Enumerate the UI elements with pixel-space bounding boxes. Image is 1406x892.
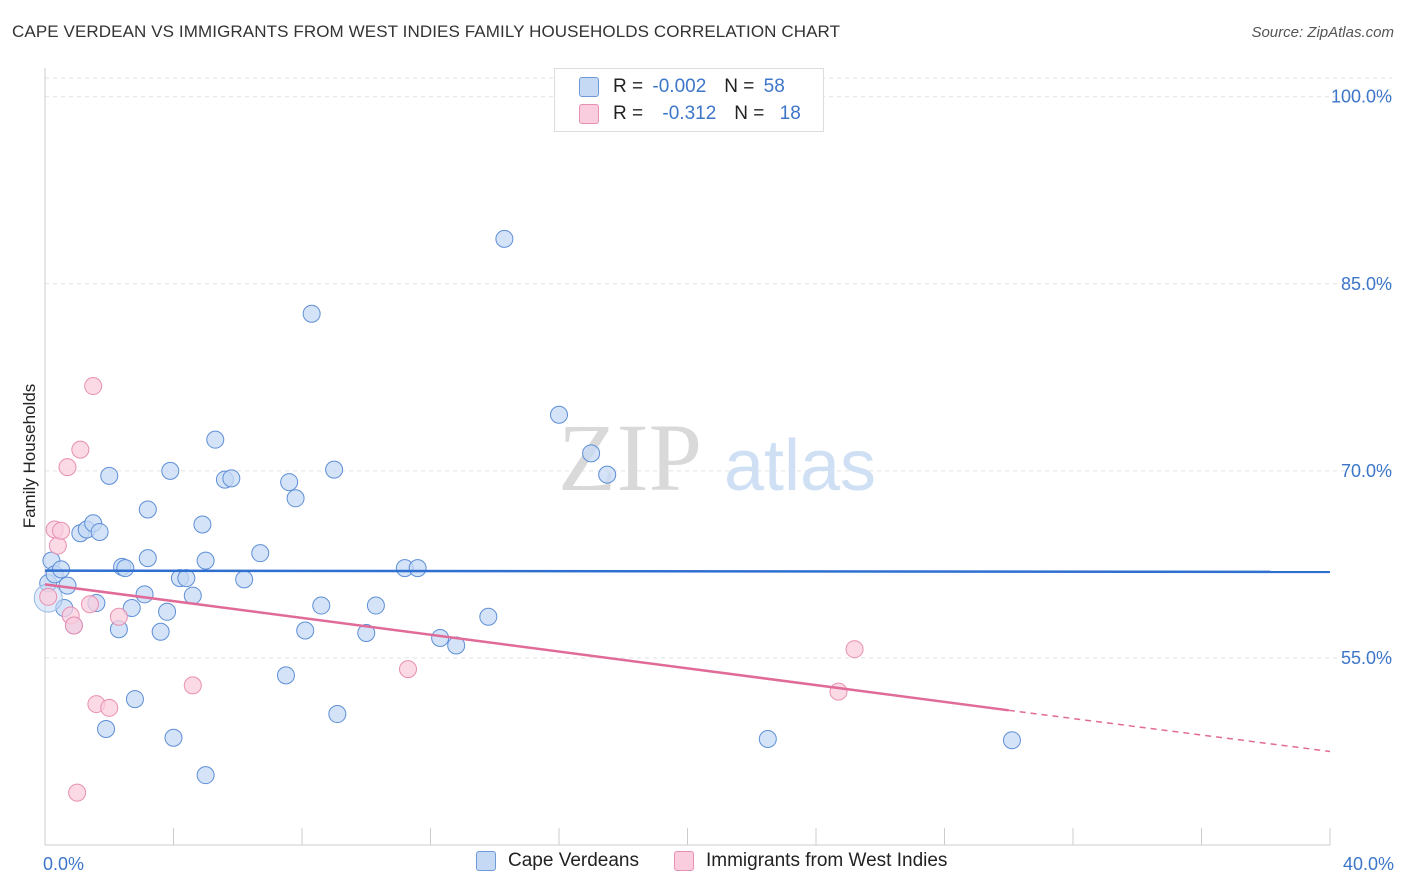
point-cape-verdean — [122, 599, 141, 618]
point-west-indies — [48, 536, 67, 555]
point-cape-verdean — [251, 544, 270, 563]
stats-legend: R = -0.002 N = 58 R = -0.312 N = 18 — [554, 68, 824, 132]
x-tick-label: 0.0% — [43, 854, 84, 874]
point-west-indies — [64, 616, 83, 635]
point-west-indies — [183, 676, 202, 695]
point-cape-verdean — [125, 690, 144, 709]
legend-n-label: N = — [724, 76, 755, 97]
point-cape-verdean — [550, 405, 568, 424]
point-cape-verdean — [161, 461, 180, 480]
point-cape-verdean — [138, 500, 157, 519]
legend-r-value: -0.312 — [662, 103, 717, 124]
point-west-indies — [829, 682, 848, 701]
legend-swatch-blue — [476, 851, 496, 871]
point-cape-verdean — [366, 596, 385, 615]
point-cape-verdean — [286, 489, 305, 508]
watermark-zip: ZIP — [558, 404, 702, 511]
point-cape-verdean — [280, 473, 299, 492]
trend-line-west-indies-extension — [1008, 709, 1331, 753]
trend-line-cape-verdeans — [44, 569, 1331, 574]
point-cape-verdean — [135, 585, 154, 604]
point-cape-verdean — [138, 549, 157, 568]
point-cape-verdean — [177, 569, 196, 588]
y-tick-label: 70.0% — [1341, 461, 1392, 481]
y-tick-label: 100.0% — [1331, 87, 1392, 107]
legend-n-value: 18 — [779, 103, 801, 124]
legend-label-west-indies: Immigrants from West Indies — [706, 850, 948, 871]
point-cape-verdean — [598, 465, 617, 484]
point-cape-verdean — [312, 596, 331, 615]
legend-row-cape-verdeans: R = -0.002 N = 58 — [555, 74, 785, 100]
y-tick-label: 55.0% — [1341, 648, 1392, 668]
point-cape-verdean — [408, 559, 427, 578]
point-cape-verdean — [1002, 731, 1021, 750]
point-cape-verdean — [357, 623, 376, 642]
legend-r-label: R = — [613, 76, 644, 97]
legend-label-cape-verdeans: Cape Verdeans — [508, 850, 639, 871]
point-west-indies — [52, 521, 71, 540]
point-cape-verdean — [222, 469, 241, 488]
point-west-indies — [71, 440, 90, 459]
series-cape-verdeans — [33, 229, 1021, 785]
point-cape-verdean — [495, 229, 514, 248]
legend-n-label: N = — [734, 103, 765, 124]
point-cape-verdean — [758, 729, 777, 748]
point-west-indies — [845, 640, 864, 659]
y-axis-title: Family Households — [20, 384, 39, 529]
trend-line-west-indies — [44, 583, 1009, 712]
point-cape-verdean — [193, 515, 212, 534]
point-west-indies — [84, 377, 103, 396]
point-west-indies — [109, 607, 128, 626]
chart-title: CAPE VERDEAN VS IMMIGRANTS FROM WEST IND… — [12, 22, 841, 41]
series-legend: Cape Verdeans Immigrants from West Indie… — [0, 850, 1406, 878]
point-cape-verdean — [206, 430, 225, 449]
point-cape-verdean — [151, 622, 170, 641]
point-west-indies — [100, 698, 119, 717]
point-cape-verdean — [183, 586, 202, 605]
legend-row-west-indies: R = -0.312 N = 18 — [555, 101, 801, 127]
point-cape-verdean — [100, 466, 119, 485]
legend-n-value: 58 — [763, 76, 785, 97]
axes — [44, 68, 1331, 846]
point-cape-verdean — [158, 602, 177, 621]
legend-item-cape-verdeans[interactable]: Cape Verdeans — [476, 850, 639, 872]
legend-swatch-blue — [579, 77, 599, 97]
point-cape-verdean — [90, 522, 109, 541]
point-west-indies — [399, 660, 418, 679]
legend-item-west-indies[interactable]: Immigrants from West Indies — [674, 850, 947, 872]
point-west-indies — [80, 595, 99, 614]
point-cape-verdean — [196, 551, 215, 570]
watermark-atlas: atlas — [724, 426, 876, 506]
point-cape-verdean — [325, 460, 344, 479]
y-tick-labels: 55.0% 70.0% 85.0% 100.0% — [1331, 87, 1392, 668]
point-cape-verdean — [116, 559, 135, 578]
point-west-indies — [58, 458, 77, 477]
point-cape-verdean — [235, 570, 254, 589]
legend-r-value: -0.002 — [652, 76, 707, 97]
legend-swatch-pink — [579, 104, 599, 124]
point-cape-verdean — [52, 560, 71, 579]
point-cape-verdean — [276, 666, 295, 685]
point-cape-verdean — [302, 304, 321, 323]
point-cape-verdean — [97, 720, 116, 739]
source-label: Source: ZipAtlas.com — [1251, 24, 1394, 41]
point-cape-verdean — [328, 705, 347, 724]
point-west-indies — [68, 783, 87, 802]
legend-r-label: R = — [613, 103, 644, 124]
point-cape-verdean — [582, 444, 601, 463]
point-cape-verdean — [164, 728, 183, 747]
trend-lines — [44, 569, 1331, 753]
point-cape-verdean — [196, 766, 215, 785]
point-west-indies — [39, 587, 58, 606]
point-cape-verdean — [296, 621, 315, 640]
point-cape-verdean — [479, 607, 498, 626]
legend-swatch-pink — [674, 851, 694, 871]
y-tick-label: 85.0% — [1341, 274, 1392, 294]
series-west-indies — [39, 377, 864, 802]
x-tick-labels: 0.0% 40.0% — [43, 854, 1394, 874]
x-tick-label: 40.0% — [1343, 854, 1394, 874]
